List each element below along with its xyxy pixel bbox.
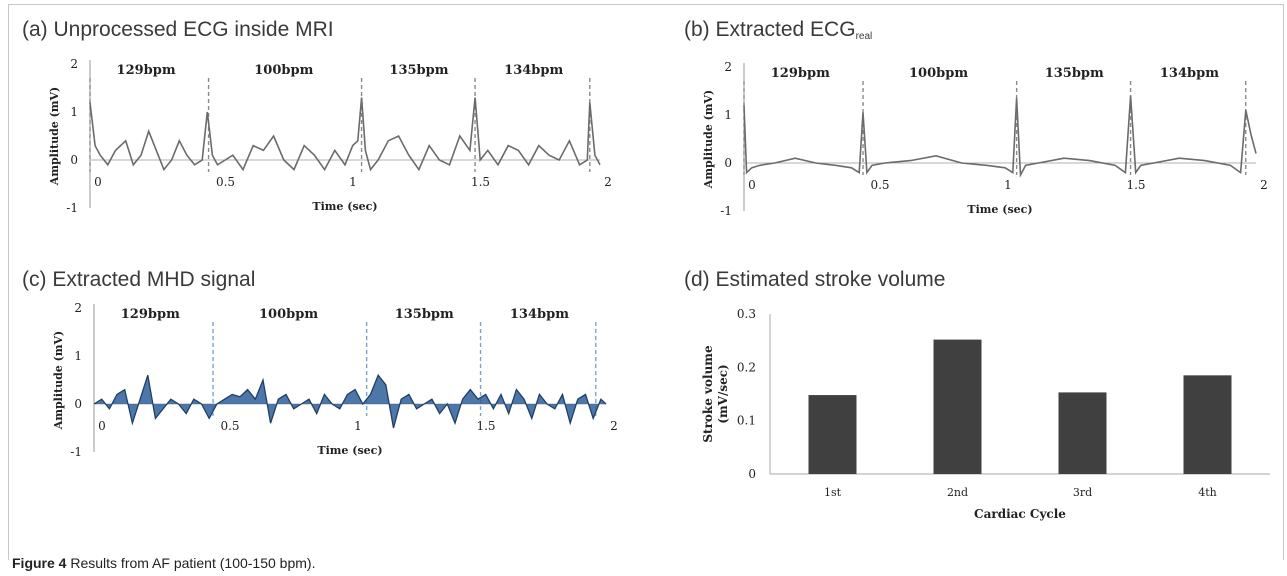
y-tick-label: 1: [724, 108, 732, 122]
x-tick-label: 2nd: [947, 486, 968, 499]
signal-line: [89, 97, 601, 172]
x-tick-label: 0.5: [870, 178, 889, 192]
x-tick-label: 1.5: [476, 419, 495, 433]
x-tick-label: 1st: [824, 486, 842, 499]
panel-c-chart: -1 0 1 2 0 0.5 1 1.5 2 129bpm 100bpm 135bpm 134bpm Ti…: [52, 301, 618, 459]
panel-d-title: (d) Estimated stroke volume: [684, 268, 946, 291]
y-tick-label: 0: [724, 156, 732, 170]
panel-c-title: (c) Extracted MHD signal: [22, 268, 256, 291]
y-tick-label: 0.2: [737, 360, 756, 374]
y-tick-label: 0: [70, 153, 78, 167]
x-axis-label: Cardiac Cycle: [974, 507, 1066, 521]
y-tick-label: 0: [748, 467, 756, 481]
y-axis-label: Amplitude (mV): [48, 87, 61, 186]
x-tick-label: 1.5: [471, 175, 490, 189]
x-tick-label: 2: [610, 419, 618, 433]
y-tick-label: 0.1: [737, 414, 756, 428]
x-tick-label: 1.5: [1126, 178, 1145, 192]
bar: [808, 395, 857, 474]
y-tick-label: 1: [74, 349, 82, 363]
bpm-annotation: 100bpm: [259, 307, 318, 322]
x-tick-label: 2: [1260, 178, 1268, 192]
x-tick-label: 2: [604, 175, 612, 189]
caption-label: Figure 4: [12, 555, 67, 571]
bar: [933, 339, 982, 474]
y-tick-label: -1: [720, 204, 732, 218]
panel-b-title: (b) Extracted ECGreal: [684, 18, 872, 42]
bar: [1058, 392, 1107, 474]
bpm-annotation: 135bpm: [389, 63, 448, 78]
bpm-annotation: 100bpm: [254, 63, 313, 78]
figure-frame: [8, 4, 1284, 560]
panel-a-chart: -1 0 1 2 0 0.5 1 1.5 2 129bpm 100bpm 135bpm 134bpm Ti…: [48, 57, 612, 215]
signal-line: [93, 373, 607, 429]
x-tick-label: 0: [94, 175, 102, 189]
y-axis-label-line: (mV/sec): [716, 364, 730, 423]
panel-b-title-text: (b) Extracted ECG: [684, 18, 856, 41]
x-axis-label: Time (sec): [317, 444, 382, 457]
x-tick-label: 0: [98, 419, 106, 433]
x-tick-label: 0.5: [216, 175, 235, 189]
y-tick-label: 0: [74, 397, 82, 411]
x-tick-label: 1: [354, 419, 362, 433]
bpm-annotation: 129bpm: [121, 307, 180, 322]
figure-caption: Figure 4 Results from AF patient (100-15…: [12, 555, 315, 571]
y-tick-label: 1: [70, 105, 78, 119]
bpm-annotation: 134bpm: [510, 307, 569, 322]
y-tick-label: -1: [70, 445, 82, 459]
y-tick-label: -1: [66, 201, 78, 215]
signal-line: [743, 95, 1257, 178]
y-tick-label: 2: [74, 301, 82, 315]
panel-b-chart: -1 0 1 2 0 0.5 1 1.5 2 129bpm 100bpm 135bpm 134bpm Ti…: [702, 60, 1268, 218]
bpm-annotation: 135bpm: [395, 307, 454, 322]
panel-d-chart: 0 0.1 0.2 0.3 1st 2nd 3rd 4th Cardiac Cycle Strok…: [701, 307, 1270, 521]
y-axis-label: Amplitude (mV): [52, 331, 65, 430]
y-tick-label: 0.3: [737, 307, 756, 321]
y-tick-label: 2: [724, 60, 732, 74]
x-tick-label: 0.5: [220, 419, 239, 433]
bpm-annotation: 100bpm: [909, 66, 968, 81]
bpm-annotation: 129bpm: [771, 66, 830, 81]
bpm-annotation: 135bpm: [1045, 66, 1104, 81]
panel-a-title: (a) Unprocessed ECG inside MRI: [22, 18, 334, 41]
y-axis-label: Amplitude (mV): [702, 90, 715, 189]
x-axis-label: Time (sec): [312, 200, 377, 213]
bpm-annotation: 134bpm: [504, 63, 563, 78]
panel-b-title-subscript: real: [855, 31, 873, 42]
y-axis-label: Stroke volume(mV/sec): [701, 345, 730, 443]
bpm-annotation: 129bpm: [117, 63, 176, 78]
bar: [1183, 375, 1232, 474]
bpm-annotation: 134bpm: [1160, 66, 1219, 81]
x-axis-label: Time (sec): [967, 203, 1032, 216]
x-tick-label: 1: [1004, 178, 1012, 192]
x-tick-label: 4th: [1198, 486, 1217, 499]
x-tick-label: 3rd: [1073, 486, 1092, 499]
signal-area: [94, 375, 606, 428]
x-tick-label: 1: [349, 175, 357, 189]
y-tick-label: 2: [70, 57, 78, 71]
y-axis-label-line: Stroke volume: [701, 345, 715, 443]
caption-text: Results from AF patient (100-150 bpm).: [70, 555, 316, 571]
x-tick-label: 0: [748, 178, 756, 192]
